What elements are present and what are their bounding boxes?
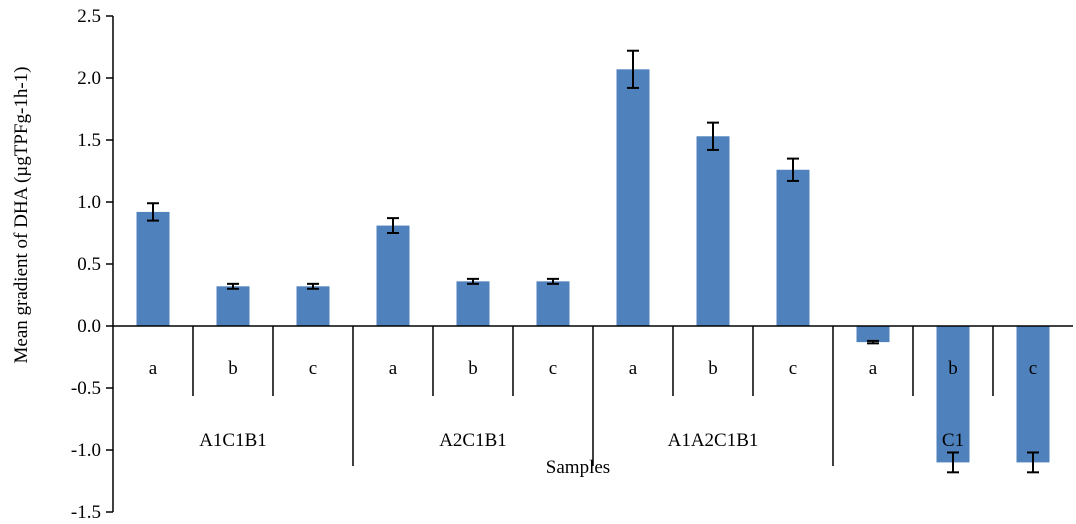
bar-0 — [136, 211, 170, 326]
bar-11 — [1016, 326, 1050, 463]
subcategory-label: a — [869, 358, 878, 379]
subcategory-label: a — [149, 358, 158, 379]
y-tick-label: -1.0 — [71, 440, 101, 461]
error-bar-5 — [547, 277, 559, 285]
subcategory-label: c — [1029, 358, 1037, 379]
bar-1 — [216, 286, 250, 326]
x-axis-title: Samples — [546, 457, 610, 478]
error-bar-10 — [947, 451, 959, 474]
bar-5 — [536, 281, 570, 326]
bar-10 — [936, 326, 970, 463]
bar-7 — [696, 136, 730, 326]
subcategory-label: a — [389, 358, 398, 379]
subcategory-label: c — [789, 358, 797, 379]
y-axis-title: Mean gradient of DHA (µgTPFg-1h-1) — [11, 67, 32, 364]
group-label: C1 — [942, 430, 964, 451]
subcategory-label: b — [468, 358, 478, 379]
y-tick-label: 2.0 — [77, 68, 101, 89]
bar-8 — [776, 169, 810, 326]
y-tick-label: -1.5 — [71, 502, 101, 523]
error-bar-1 — [227, 282, 239, 290]
y-tick-label: 1.5 — [77, 130, 101, 151]
bar-6 — [616, 69, 650, 326]
error-bar-11 — [1027, 451, 1039, 474]
error-bar-4 — [467, 277, 479, 285]
error-bar-9 — [867, 339, 879, 345]
group-label: A1A2C1B1 — [668, 430, 759, 451]
labels-layer: 2.5 2.0 1.5 1.0 0.5 0.0 -0.5 -1.0 -1.5 a b c a b c a b c a… — [71, 6, 1037, 523]
error-bar-6 — [627, 49, 639, 89]
error-bar-8 — [787, 157, 799, 182]
y-tick-label: 0.0 — [77, 316, 101, 337]
group-label: A1C1B1 — [199, 430, 267, 451]
error-bar-0 — [147, 202, 159, 222]
error-bar-2 — [307, 282, 319, 290]
y-tick-label: -0.5 — [71, 378, 101, 399]
subcategory-label: b — [948, 358, 958, 379]
bar-9 — [856, 326, 890, 343]
error-bar-3 — [387, 217, 399, 234]
subcategory-label: c — [549, 358, 557, 379]
bar-2 — [296, 286, 330, 326]
subcategory-label: a — [629, 358, 638, 379]
y-tick-label: 0.5 — [77, 254, 101, 275]
axes-layer — [106, 15, 1073, 513]
subcategory-label: b — [708, 358, 718, 379]
bars-layer — [136, 69, 1050, 463]
bar-4 — [456, 281, 490, 326]
subcategory-label: b — [228, 358, 238, 379]
error-bars-layer — [147, 49, 1039, 474]
y-tick-label: 2.5 — [77, 6, 101, 27]
group-label: A2C1B1 — [439, 430, 507, 451]
subcategory-label: c — [309, 358, 317, 379]
bar-3 — [376, 225, 410, 326]
y-tick-label: 1.0 — [77, 192, 101, 213]
error-bar-7 — [707, 121, 719, 151]
